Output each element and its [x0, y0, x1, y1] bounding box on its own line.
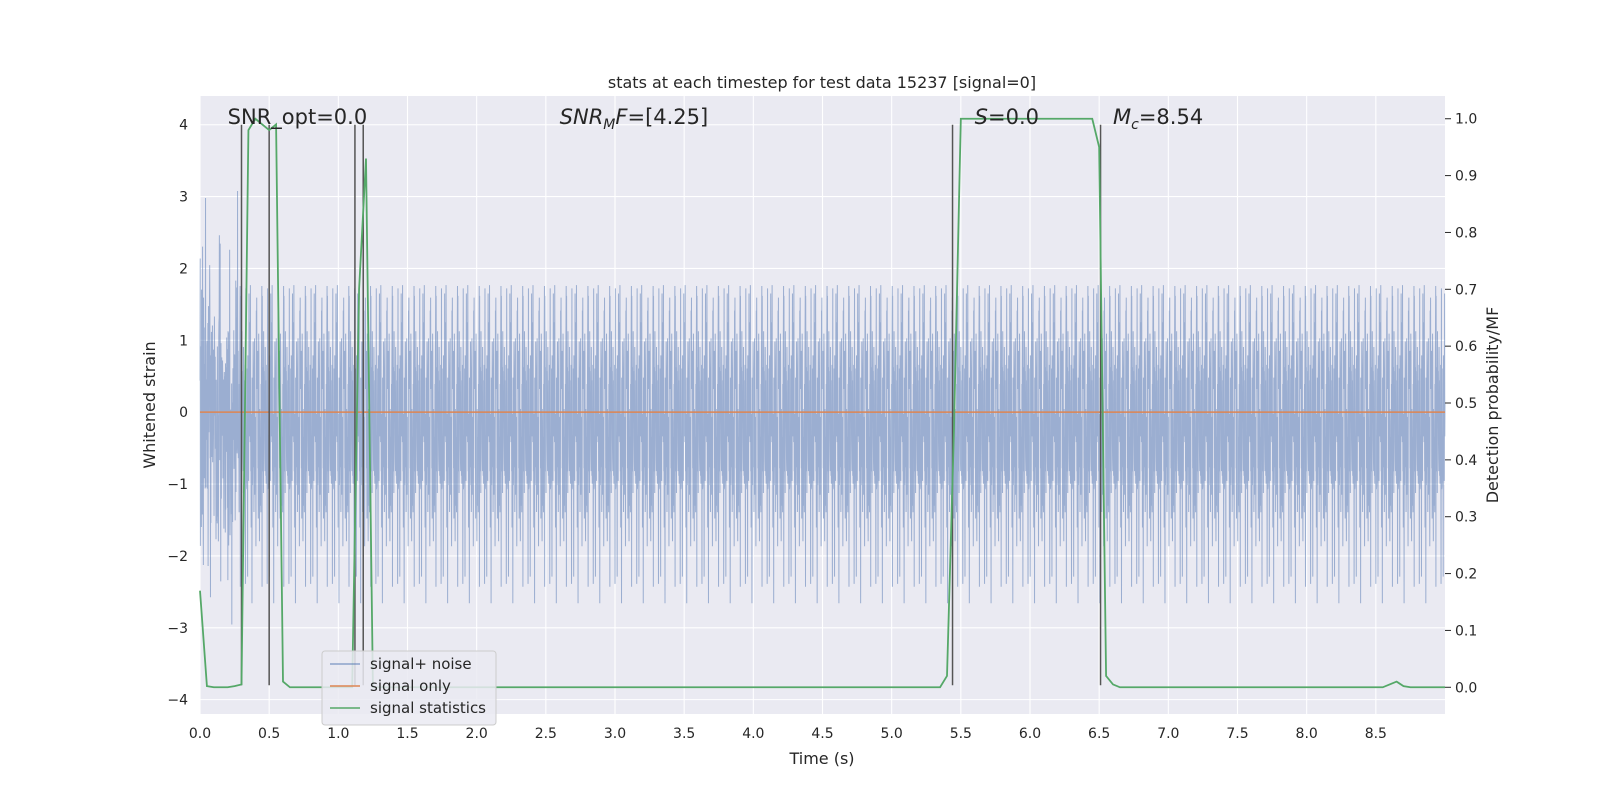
y2-tick-label: 0.7	[1455, 282, 1477, 298]
y2-tick-label: 0.2	[1455, 567, 1477, 583]
x-tick-label: 6.0	[1019, 726, 1041, 742]
y2-tick-label: 0.1	[1455, 623, 1477, 639]
annotation: SNRMF=[4.25]	[560, 105, 709, 133]
y2-tick-label: 0.6	[1455, 339, 1477, 355]
y2-axis-label: Detection probability/MF	[1483, 307, 1502, 504]
x-tick-label: 4.5	[811, 726, 833, 742]
x-tick-label: 0.0	[189, 726, 211, 742]
x-axis-ticks: 0.0 0.5 1.0 1.5 2.0 2.5 3.0 3.5 4.0 4.5 5.0 5.5 6.0 6…	[189, 726, 1387, 742]
y-tick-label: 1	[179, 333, 188, 349]
x-tick-label: 1.5	[396, 726, 418, 742]
x-tick-label: 8.0	[1296, 726, 1318, 742]
y-tick-label: 4	[179, 118, 188, 134]
y2-tick-label: 0.4	[1455, 453, 1477, 469]
y-axis-label: Whitened strain	[140, 341, 159, 468]
signal-plus-noise-series	[199, 190, 1446, 625]
x-tick-label: 2.5	[535, 726, 557, 742]
annotations: SNR_opt=0.0 SNRMF=[4.25] S=0.0 Mc=8.54	[228, 105, 1204, 133]
x-tick-label: 4.0	[742, 726, 764, 742]
legend-label-signal-plus-noise: signal+ noise	[370, 655, 472, 673]
y-tick-label: 2	[179, 261, 188, 277]
annotation: Mc=8.54	[1113, 105, 1203, 133]
y2-tick-label: 0.0	[1455, 680, 1477, 696]
x-tick-label: 5.0	[881, 726, 903, 742]
x-axis-label: Time (s)	[788, 749, 854, 768]
y-tick-label: −2	[167, 549, 188, 565]
y-tick-label: −1	[167, 477, 188, 493]
annotation: SNR_opt=0.0	[228, 105, 368, 130]
annotation: S=0.0	[975, 105, 1039, 129]
x-tick-label: 5.5	[950, 726, 972, 742]
y2-tick-label: 0.9	[1455, 169, 1477, 185]
x-tick-label: 7.5	[1226, 726, 1248, 742]
legend-label-signal-statistics: signal statistics	[370, 699, 486, 717]
y2-axis-ticks: 0.0 0.1 0.2 0.3 0.4 0.5 0.6 0.7 0.8 0.9 1.0	[1445, 112, 1477, 696]
x-tick-label: 8.5	[1365, 726, 1387, 742]
x-tick-label: 1.0	[327, 726, 349, 742]
y-tick-label: 3	[179, 190, 188, 206]
y2-tick-label: 0.8	[1455, 225, 1477, 241]
x-tick-label: 3.5	[673, 726, 695, 742]
legend-box	[321, 650, 497, 726]
y-tick-label: −4	[167, 693, 188, 709]
x-tick-label: 7.0	[1157, 726, 1179, 742]
x-tick-label: 2.0	[466, 726, 488, 742]
x-tick-label: 6.5	[1088, 726, 1110, 742]
y2-tick-label: 1.0	[1455, 112, 1477, 128]
x-tick-label: 0.5	[258, 726, 280, 742]
y2-tick-label: 0.5	[1455, 396, 1477, 412]
legend-label-signal-only: signal only	[370, 677, 451, 695]
y2-tick-label: 0.3	[1455, 510, 1477, 526]
y-axis-ticks: −4 −3 −2 −1 0 1 2 3 4	[167, 118, 188, 709]
signal-statistics-series	[199, 117, 1445, 689]
y-tick-label: 0	[179, 405, 188, 421]
chart-title: stats at each timestep for test data 152…	[608, 73, 1036, 92]
signal-plus-noise-line	[199, 190, 1446, 625]
legend: signal+ noise signal only signal statist…	[321, 650, 497, 726]
y-tick-label: −3	[167, 621, 188, 637]
x-tick-label: 3.0	[604, 726, 626, 742]
signal-statistics-line	[199, 117, 1445, 689]
